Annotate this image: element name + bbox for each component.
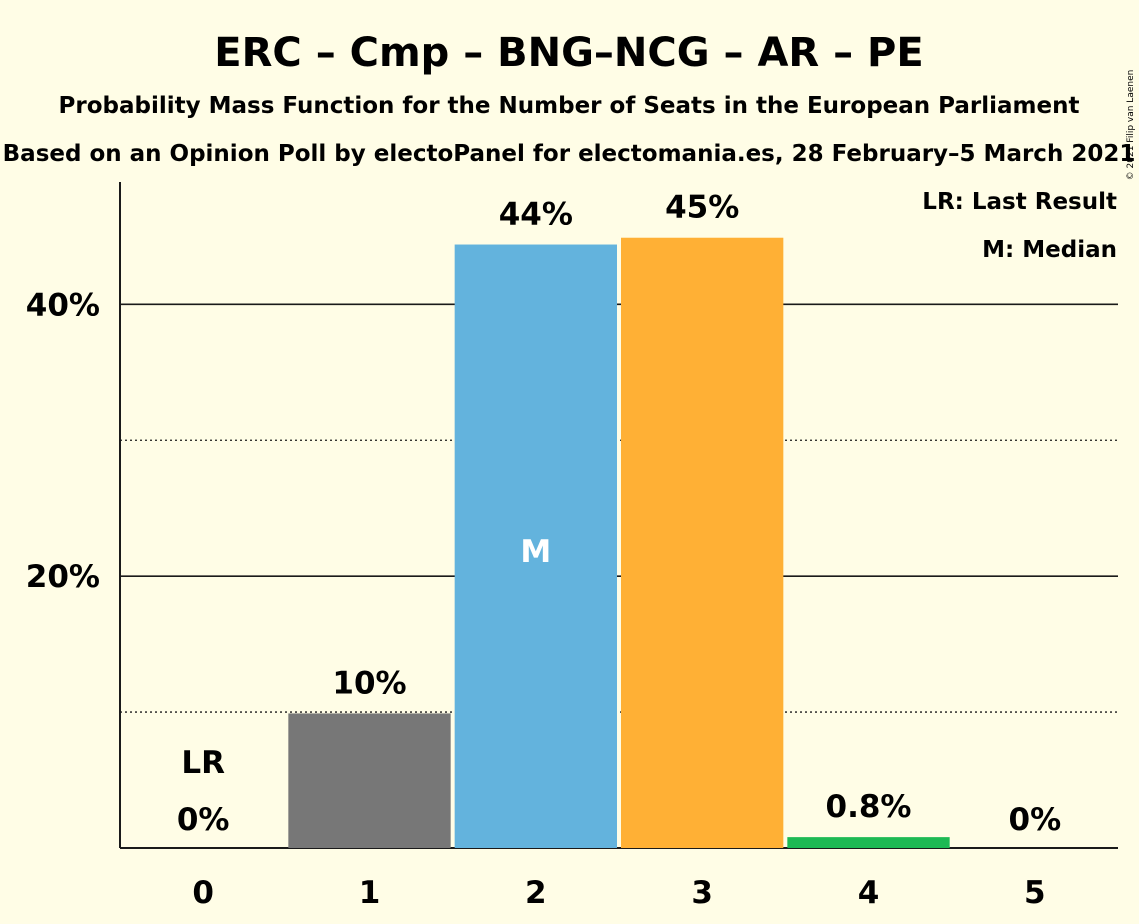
bar-2	[454, 244, 617, 848]
chart-title: ERC – Cmp – BNG–NCG – AR – PE	[214, 30, 923, 76]
value-label-4: 0.8%	[826, 789, 912, 825]
value-label-0: 0%	[177, 802, 230, 838]
x-tick-0: 0	[192, 875, 214, 911]
chart-credit: © 2021 Filip van Laenen	[1126, 70, 1136, 181]
x-tick-1: 1	[359, 875, 381, 911]
x-tick-4: 4	[858, 875, 880, 911]
bar-1	[288, 713, 451, 848]
x-tick-3: 3	[691, 875, 713, 911]
x-tick-2: 2	[525, 875, 547, 911]
bars	[288, 237, 950, 848]
y-tick-1: 40%	[26, 287, 100, 323]
median-marker: M	[520, 534, 551, 570]
value-labels: 0% 10% 44% 45% 0.8% 0% LR M	[177, 190, 1061, 838]
chart-subtitle: Probability Mass Function for the Number…	[59, 93, 1080, 119]
grid-lines	[119, 182, 1118, 849]
legend-last-result: LR: Last Result	[922, 189, 1117, 215]
last-result-marker: LR	[181, 745, 225, 781]
x-tick-5: 5	[1024, 875, 1046, 911]
x-tick-labels: 0 1 2 3 4 5	[192, 875, 1045, 911]
value-label-5: 0%	[1009, 802, 1062, 838]
value-label-1: 10%	[332, 665, 406, 701]
legend-median: M: Median	[982, 237, 1117, 263]
y-tick-labels: 20% 40%	[26, 287, 100, 595]
y-tick-0: 20%	[26, 559, 100, 595]
chart-source: Based on an Opinion Poll by electoPanel …	[3, 141, 1136, 167]
bar-4	[787, 837, 950, 848]
value-label-2: 44%	[499, 197, 573, 233]
value-label-3: 45%	[665, 190, 739, 226]
bar-3	[621, 237, 784, 848]
